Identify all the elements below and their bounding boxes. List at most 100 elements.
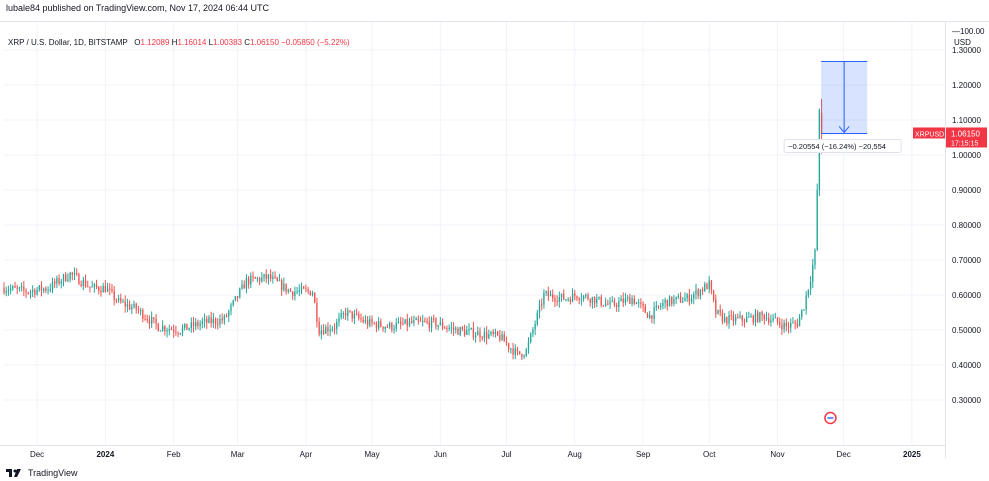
candle-body [763, 314, 765, 320]
candle-body [347, 310, 349, 316]
candle-body [620, 298, 622, 302]
high-label: H [171, 38, 178, 47]
candle-body [668, 296, 671, 307]
candle-body [701, 289, 704, 292]
candle-body [338, 317, 340, 322]
candle-body [587, 295, 589, 300]
candle-body [56, 278, 58, 284]
candle-body [796, 323, 799, 327]
y-tick-label: 1.00000 [952, 151, 981, 160]
candle-body [600, 296, 602, 306]
price-tag-countdown: 17:15:15 [951, 140, 978, 147]
candle-body [657, 305, 660, 307]
candle-body [243, 284, 245, 289]
candle-body [591, 296, 594, 303]
candle-body [69, 272, 71, 280]
published-line: lubale84 published on TradingView.com, N… [6, 3, 270, 13]
candle-body [95, 284, 98, 288]
y-tick-label: 0.60000 [952, 291, 981, 300]
price-tag-bg[interactable] [946, 127, 987, 148]
candle-body [91, 286, 93, 288]
candle-body [25, 290, 27, 293]
candle-body [303, 286, 305, 289]
candle-body [269, 274, 272, 279]
candle-body [770, 320, 772, 323]
candle-body [708, 280, 710, 290]
candle-body [816, 189, 818, 250]
currency-label[interactable]: USD [954, 38, 971, 47]
x-tick-label: Apr [300, 450, 313, 459]
candle-body [267, 274, 270, 279]
candle-body [111, 288, 113, 291]
candle-body [164, 326, 166, 332]
candle-body [153, 317, 155, 319]
candle-body [721, 312, 724, 322]
y-tick-label: 0.40000 [952, 361, 981, 370]
candle-body [734, 317, 737, 322]
candle-body [712, 290, 715, 300]
x-tick-label: Oct [703, 450, 716, 459]
candle-body [307, 289, 309, 292]
candle-body [640, 302, 642, 304]
candle-body [671, 296, 673, 304]
low-value: 1.00383 [213, 38, 242, 47]
candle-body [794, 322, 796, 324]
candle-body [31, 289, 34, 292]
candle-body [686, 294, 688, 299]
candle-body [18, 287, 21, 289]
x-tick-label: Dec [837, 450, 851, 459]
candle-body [503, 334, 505, 342]
candle-body [58, 278, 60, 284]
tradingview-name: TradingView [28, 468, 78, 478]
candle-body [190, 322, 193, 329]
candle-body [444, 327, 446, 329]
candle-body [135, 303, 137, 310]
candle-body [479, 331, 481, 338]
candle-body [629, 297, 631, 304]
candle-body [483, 331, 486, 339]
candle-body [137, 309, 140, 311]
candle-body [294, 291, 296, 296]
x-tick-label: Nov [770, 450, 784, 459]
candle-body [236, 296, 239, 298]
symbol-name[interactable]: XRP / U.S. Dollar, 1D, BITSTAMP [8, 38, 128, 47]
candle-body [787, 326, 790, 328]
candle-body [300, 286, 303, 291]
candle-body [177, 332, 179, 334]
candle-body [534, 323, 536, 330]
candle-body [646, 312, 649, 318]
candle-body [574, 293, 576, 297]
y-tick-label: 0.90000 [952, 186, 981, 195]
candle-body [322, 330, 325, 334]
candle-body [532, 329, 534, 334]
candle-body [741, 315, 743, 321]
candle-body [737, 317, 739, 319]
candle-body [65, 274, 67, 281]
candle-body [263, 274, 265, 278]
candle-body [653, 307, 655, 319]
symbol-tag: XRPUSD [915, 131, 944, 138]
candle-body [552, 294, 554, 299]
candle-body [318, 322, 320, 335]
candle-body [783, 322, 785, 330]
candle-body [188, 328, 190, 330]
candle-body [649, 315, 651, 318]
candle-body [150, 317, 153, 324]
candle-body [547, 291, 550, 297]
y-tick-label-top: —100.00 [952, 27, 985, 36]
candle-body [739, 315, 741, 318]
candle-body [192, 322, 195, 327]
candle-body [759, 312, 761, 322]
candle-body [305, 288, 307, 290]
candle-body [225, 315, 228, 317]
candle-body [602, 305, 605, 307]
candle-body [408, 321, 411, 326]
open-value: 1.12089 [140, 38, 170, 47]
candle-body [285, 283, 287, 292]
candle-body [144, 318, 146, 320]
candle-body [505, 341, 508, 344]
tradingview-brand[interactable]: TradingView [6, 468, 78, 478]
candle-body [73, 273, 76, 275]
candle-body [364, 319, 367, 323]
